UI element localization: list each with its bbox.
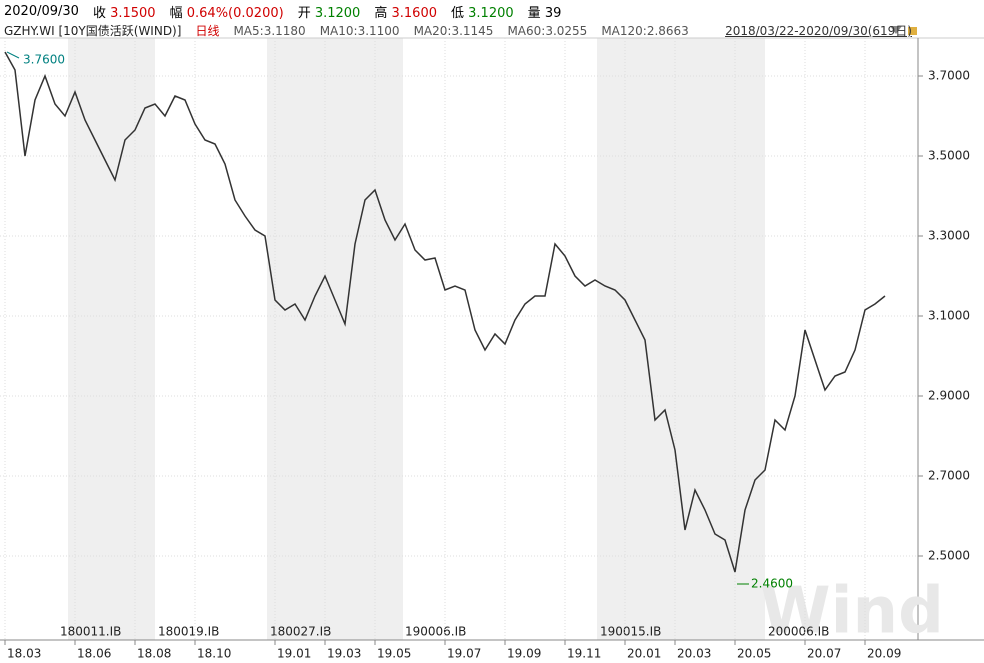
indicator: MA10:3.1100 (319, 23, 400, 38)
shade-band (267, 38, 403, 640)
x-tick-label: 20.01 (627, 647, 661, 661)
x-tick-label: 19.01 (277, 647, 311, 661)
quote-item: 收 3.1500 (93, 2, 156, 21)
period[interactable]: 日线 (195, 24, 220, 38)
x-tick-label: 20.09 (867, 647, 901, 661)
quote-label: 收 (92, 6, 106, 21)
x-tick-label: 18.08 (137, 647, 171, 661)
indicator: MA120:2.8663 (601, 23, 689, 38)
x-tick-label: 20.03 (677, 647, 711, 661)
y-tick-label: 2.9000 (928, 389, 970, 403)
x-tick-label: 20.05 (737, 647, 771, 661)
quote-label: 高 (374, 6, 388, 21)
shade-band (68, 38, 155, 640)
quote-value: 39 (544, 6, 562, 21)
max-label: 3.7600 (23, 53, 65, 67)
quote-value: 3.1200 (314, 6, 361, 21)
quote-value: 0.64%(0.0200) (186, 6, 284, 21)
x-tick-label: 18.03 (7, 647, 41, 661)
shade-band (597, 38, 765, 640)
watermark: Wind (760, 575, 944, 649)
contract-label: 180011.IB (60, 625, 121, 639)
indicator: MA5:3.1180 (233, 23, 306, 38)
quote-row: 2020/09/30 收 3.1500 幅 0.64%(0.0200) 开 3.12… (4, 2, 561, 21)
quote-label: 量 (527, 6, 541, 21)
quote-item: 幅 0.64%(0.0200) (170, 2, 284, 21)
quote-label: 低 (451, 6, 465, 21)
quote-value: 3.1200 (468, 6, 514, 21)
contract-label: 200006.IB (768, 625, 829, 639)
y-tick-label: 3.1000 (928, 309, 970, 323)
contract-label: 190015.IB (600, 625, 661, 639)
instrument: GZHY.WI [10Y国债活跃(WIND)] (4, 24, 182, 38)
quote-item: 量 39 (528, 2, 562, 21)
contract-label: 180027.IB (270, 625, 331, 639)
date-range[interactable]: 2018/03/22-2020/09/30(619日) (725, 24, 912, 38)
x-tick-label: 19.09 (507, 647, 541, 661)
contract-label: 190006.IB (405, 625, 466, 639)
quote-label: 开 (297, 6, 311, 21)
indicator-row: GZHY.WI [10Y国债活跃(WIND)] 日线 MA5:3.1180 MA1… (4, 22, 689, 39)
x-tick-label: 19.07 (447, 647, 481, 661)
quote-item: 高 3.1600 (374, 2, 437, 21)
indicator: MA20:3.1145 (413, 23, 494, 38)
quote-value: 3.1500 (110, 6, 156, 21)
y-tick-label: 2.7000 (928, 469, 970, 483)
x-tick-label: 19.03 (327, 647, 361, 661)
y-tick-label: 3.3000 (928, 229, 970, 243)
x-tick-label: 18.10 (197, 647, 231, 661)
date: 2020/09/30 (4, 4, 79, 19)
quote-item: 低 3.1200 (451, 2, 514, 21)
price-line (4, 51, 886, 573)
min-label: 2.4600 (751, 577, 793, 591)
quote-item: 开 3.1200 (298, 2, 361, 21)
quote-value: 3.1600 (391, 6, 438, 21)
lock-icon[interactable] (908, 27, 917, 35)
indicator: MA60:3.0255 (507, 23, 588, 38)
dropdown-icon[interactable] (890, 26, 902, 34)
y-tick-label: 3.7000 (928, 69, 970, 83)
x-tick-label: 18.06 (77, 647, 111, 661)
x-tick-label: 19.11 (567, 647, 601, 661)
x-tick-label: 19.05 (377, 647, 411, 661)
x-tick-label: 20.07 (807, 647, 841, 661)
quote-label: 幅 (169, 6, 183, 21)
y-tick-label: 2.5000 (928, 549, 970, 563)
contract-label: 180019.IB (158, 625, 219, 639)
y-tick-label: 3.5000 (928, 149, 970, 163)
max-arrow (6, 51, 20, 59)
